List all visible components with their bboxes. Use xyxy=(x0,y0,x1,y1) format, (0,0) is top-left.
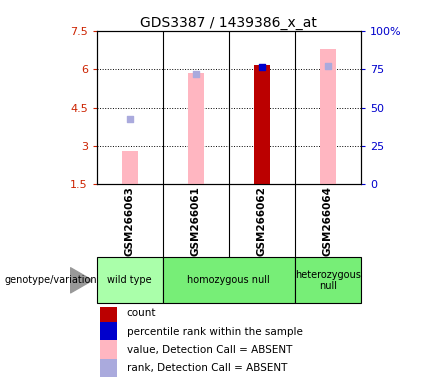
Bar xyxy=(121,151,138,184)
FancyBboxPatch shape xyxy=(97,257,163,303)
Bar xyxy=(100,322,117,340)
Text: GSM266062: GSM266062 xyxy=(257,186,267,256)
Point xyxy=(192,71,199,77)
Text: rank, Detection Call = ABSENT: rank, Detection Call = ABSENT xyxy=(127,363,287,373)
Bar xyxy=(253,65,270,184)
Text: wild type: wild type xyxy=(107,275,152,285)
Title: GDS3387 / 1439386_x_at: GDS3387 / 1439386_x_at xyxy=(140,16,317,30)
Text: percentile rank within the sample: percentile rank within the sample xyxy=(127,327,302,337)
Bar xyxy=(253,65,270,184)
Point xyxy=(324,63,331,69)
Polygon shape xyxy=(70,268,92,293)
Text: value, Detection Call = ABSENT: value, Detection Call = ABSENT xyxy=(127,345,292,355)
Text: GSM266064: GSM266064 xyxy=(323,186,333,256)
Text: GSM266061: GSM266061 xyxy=(191,186,201,256)
Bar xyxy=(100,304,117,322)
Bar xyxy=(100,359,117,377)
FancyBboxPatch shape xyxy=(163,257,295,303)
Bar xyxy=(319,49,336,184)
Bar xyxy=(187,73,204,184)
Bar xyxy=(100,340,117,359)
Point xyxy=(126,116,133,122)
Text: heterozygous
null: heterozygous null xyxy=(295,270,361,291)
Text: homozygous null: homozygous null xyxy=(187,275,270,285)
Text: count: count xyxy=(127,308,156,318)
Text: genotype/variation: genotype/variation xyxy=(4,275,97,285)
Text: GSM266063: GSM266063 xyxy=(125,186,135,256)
FancyBboxPatch shape xyxy=(295,257,361,303)
Point xyxy=(258,64,265,70)
